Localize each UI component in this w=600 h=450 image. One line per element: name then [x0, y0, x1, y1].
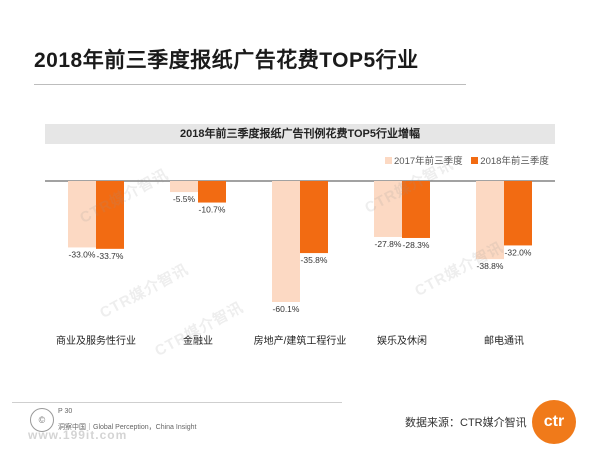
legend-swatch-2018 [471, 156, 479, 164]
chart-legend: 2017年前三季度 2018年前三季度 [385, 153, 555, 167]
page-title: 2018年前三季度报纸广告花费TOP5行业 [34, 49, 419, 72]
data-label-2018-4: -32.0% [505, 247, 532, 257]
title-divider [34, 84, 466, 85]
legend-swatch-2017 [385, 156, 392, 164]
data-label-2018-3: -28.3% [403, 240, 430, 250]
bar-2018-0 [96, 181, 124, 249]
data-label-2017-3: -27.8% [375, 239, 402, 249]
bar-2018-2 [300, 181, 328, 254]
bar-2017-2 [272, 181, 300, 302]
legend-item-2017: 2017年前三季度 [385, 153, 463, 167]
legend-label-2018: 2018年前三季度 [480, 156, 549, 167]
certification-icon: © [30, 408, 54, 432]
data-label-2018-2: -35.8% [301, 255, 328, 265]
data-source: 数据来源：CTR媒介智讯 [405, 417, 527, 429]
ctr-logo: ctr [532, 400, 576, 444]
data-label-2017-0: -33.0% [69, 249, 96, 259]
data-label-2018-0: -33.7% [97, 251, 124, 261]
bar-2017-4 [476, 181, 504, 260]
category-label-1: 金融业 [183, 334, 213, 347]
footer-tagline: 洞察中国｜Global Perception，China Insight [58, 424, 197, 431]
site-watermark: www.199it.com [28, 428, 128, 442]
bar-2017-0 [68, 181, 96, 248]
data-label-2018-1: -10.7% [199, 205, 226, 215]
bar-2018-3 [402, 181, 430, 238]
category-label-0: 商业及服务性行业 [56, 334, 136, 347]
bar-2018-1 [198, 181, 226, 203]
chart-title: 2018年前三季度报纸广告刊例花费TOP5行业增幅 [45, 124, 555, 144]
bar-2017-1 [170, 181, 198, 193]
bar-2018-4 [504, 181, 532, 246]
legend-item-2018: 2018年前三季度 [471, 153, 549, 167]
bar-2017-3 [374, 181, 402, 237]
data-label-2017-2: -60.1% [273, 304, 300, 314]
category-label-2: 房地产/建筑工程行业 [254, 334, 347, 347]
legend-label-2017: 2017年前三季度 [394, 156, 463, 167]
footer-divider [12, 402, 342, 403]
category-label-3: 娱乐及休闲 [377, 334, 427, 347]
category-label-4: 邮电通讯 [484, 334, 524, 347]
data-label-2017-4: -38.8% [477, 261, 504, 271]
data-label-2017-1: -5.5% [173, 194, 196, 204]
page-number: P 30 [58, 408, 73, 415]
